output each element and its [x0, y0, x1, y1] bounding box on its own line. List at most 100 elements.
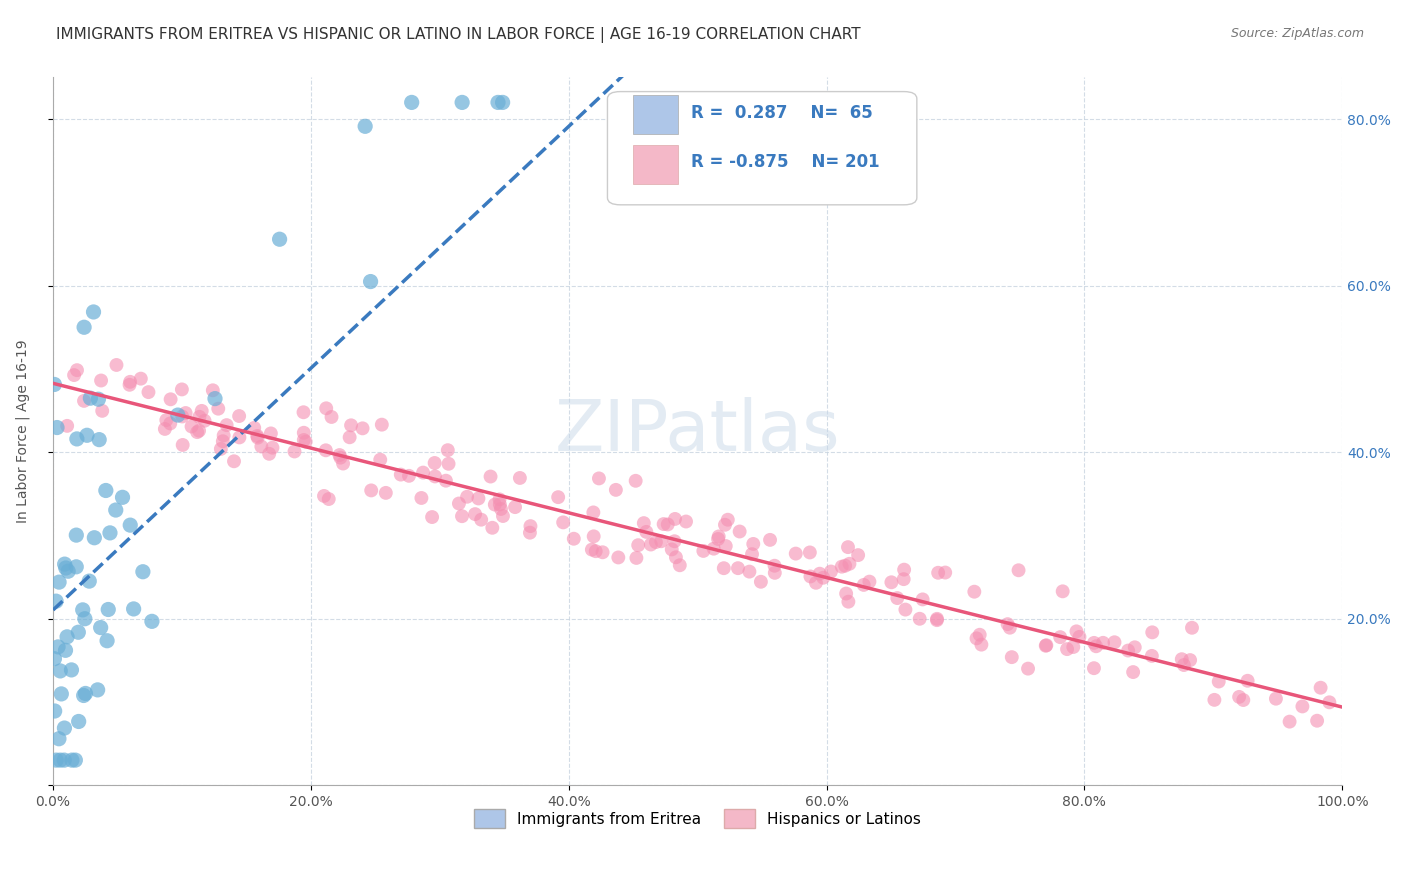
Point [153, 422, 176, 436]
Point [489, 498, 512, 512]
Point [172, 409, 194, 424]
Point [292, 405, 315, 419]
Point [63, 368, 86, 382]
Point [1291, 699, 1313, 714]
Point [738, 565, 761, 579]
Point [703, 541, 725, 556]
Point [73, 689, 96, 703]
Point [763, 566, 786, 580]
Bar [633, 95, 678, 134]
Point [470, 513, 492, 527]
Point [1083, 636, 1105, 650]
Point [813, 571, 835, 585]
Point [44, 377, 66, 392]
Point [86, 682, 108, 697]
Point [1181, 621, 1204, 635]
Point [707, 529, 730, 543]
Point [1317, 695, 1340, 709]
Point [77, 574, 100, 588]
Point [880, 575, 903, 590]
Point [562, 532, 585, 546]
Point [831, 559, 853, 574]
Point [582, 529, 605, 543]
Point [292, 425, 315, 440]
Point [98, 525, 121, 540]
Point [312, 489, 335, 503]
Point [65, 559, 87, 574]
Point [180, 419, 202, 434]
Point [120, 375, 142, 389]
Point [79, 391, 101, 405]
Point [141, 615, 163, 629]
Point [51, 687, 73, 701]
Point [257, 447, 280, 461]
Point [129, 371, 152, 385]
Point [45, 753, 67, 767]
Point [73, 320, 96, 334]
Point [834, 558, 856, 573]
Point [664, 512, 686, 526]
Point [1035, 639, 1057, 653]
Point [90, 621, 112, 635]
Point [650, 534, 672, 549]
Point [228, 430, 250, 444]
Point [294, 434, 316, 449]
Point [1092, 636, 1115, 650]
Point [742, 95, 765, 110]
Point [998, 621, 1021, 635]
Bar [633, 145, 678, 184]
Point [464, 507, 486, 521]
Point [352, 421, 374, 435]
Point [835, 586, 858, 600]
Point [401, 95, 423, 110]
Point [1306, 714, 1329, 728]
Point [503, 500, 526, 515]
Point [519, 519, 541, 533]
Point [111, 491, 134, 505]
Point [48, 731, 70, 746]
Point [155, 413, 177, 427]
Point [105, 358, 128, 372]
Point [997, 617, 1019, 632]
Point [486, 95, 509, 110]
Point [56, 418, 79, 433]
Point [389, 467, 412, 482]
Point [692, 544, 714, 558]
Point [371, 417, 394, 432]
Point [212, 428, 235, 442]
Point [652, 517, 675, 532]
Point [215, 418, 238, 433]
Point [1062, 640, 1084, 654]
Point [970, 638, 993, 652]
Point [246, 429, 269, 443]
Point [1140, 648, 1163, 663]
Point [170, 383, 193, 397]
Point [315, 443, 337, 458]
Point [1052, 584, 1074, 599]
Point [138, 385, 160, 400]
Point [75, 686, 97, 700]
Point [83, 531, 105, 545]
Point [759, 533, 782, 547]
Point [1171, 652, 1194, 666]
Point [837, 540, 859, 554]
Point [67, 714, 90, 729]
Point [437, 457, 460, 471]
Point [636, 95, 658, 110]
Point [96, 633, 118, 648]
Point [456, 490, 478, 504]
Point [1236, 673, 1258, 688]
Point [837, 595, 859, 609]
Point [1056, 642, 1078, 657]
Point [1232, 693, 1254, 707]
Point [585, 544, 607, 558]
Point [1122, 665, 1144, 679]
Point [911, 592, 934, 607]
Point [605, 483, 627, 497]
Point [484, 498, 506, 512]
Point [1278, 714, 1301, 729]
Point [292, 433, 315, 447]
Point [1264, 691, 1286, 706]
Point [328, 448, 350, 462]
Point [893, 572, 915, 586]
